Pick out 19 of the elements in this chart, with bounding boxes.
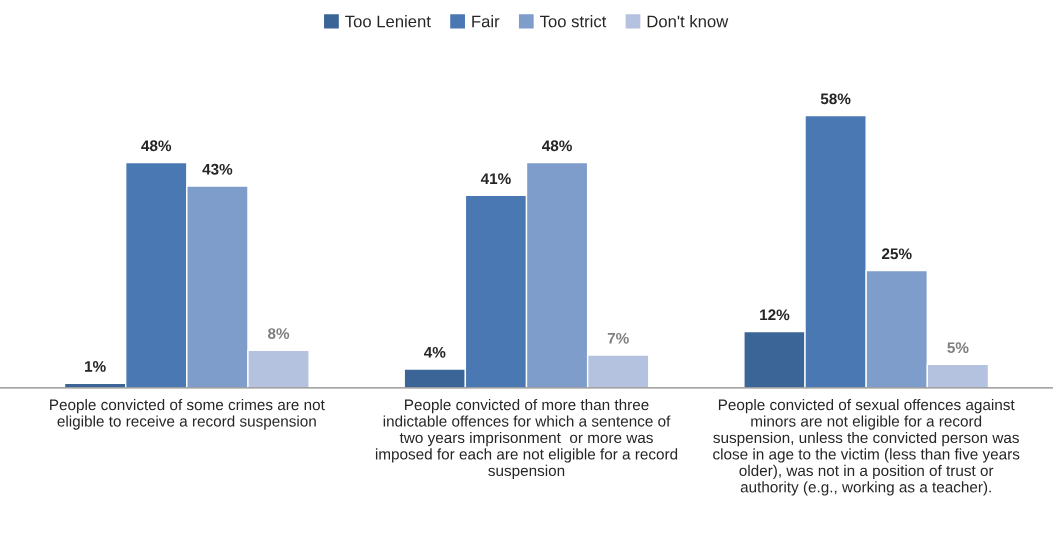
legend-label: Too Lenient bbox=[345, 15, 431, 28]
x-tick-label: People convicted of sexual offences against minors are not eligible for a record suspension, unless the convicted person was close in age to the victim (less than five years older), was not in a position of trust or authority (e.g., working as a teacher). bbox=[713, 398, 1020, 496]
data-label: 48% bbox=[141, 140, 172, 152]
x-tick-label: People convicted of some crimes are not eligible to receive a record suspension bbox=[50, 398, 325, 430]
data-label: 5% bbox=[947, 342, 969, 354]
data-label: 4% bbox=[423, 346, 446, 358]
data-label: 41% bbox=[480, 173, 511, 185]
data-label: 7% bbox=[607, 332, 629, 344]
data-label: 8% bbox=[267, 328, 290, 339]
data-label: 58% bbox=[820, 93, 851, 105]
data-label: 12% bbox=[760, 309, 790, 321]
data-label: 1% bbox=[85, 361, 106, 372]
x-tick-label: People convicted of more than three indictable offences for which a sentence of two years imprisonment or more was imposed for each are not eligible for a record suspension bbox=[375, 398, 678, 480]
legend-label: Don't know bbox=[647, 15, 729, 28]
legend-label: Fair bbox=[472, 15, 500, 28]
data-label: 48% bbox=[542, 140, 572, 152]
data-label: 25% bbox=[881, 248, 912, 260]
legend-label: Too strict bbox=[540, 15, 607, 28]
data-label: 43% bbox=[202, 163, 233, 175]
